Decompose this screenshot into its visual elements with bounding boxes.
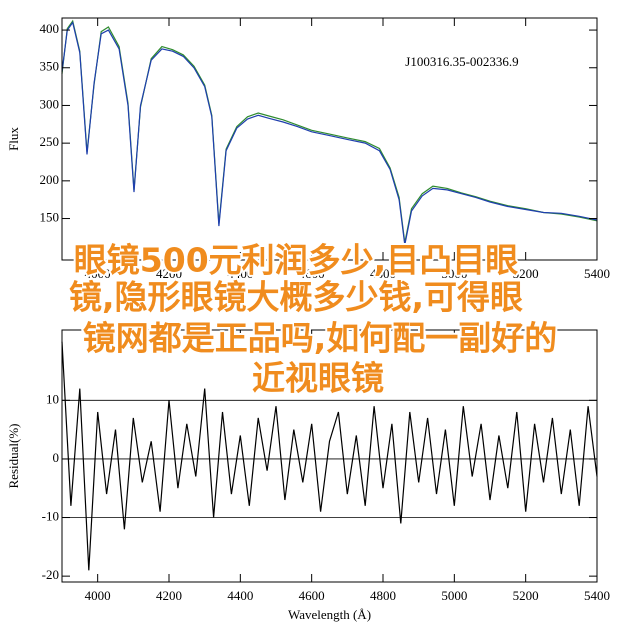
x-tick-label: 5200 [513, 588, 539, 603]
x-tick-label: 4200 [156, 266, 182, 281]
overlay-text: 镜,隐形眼镜大概多少钱,可得眼 [69, 278, 523, 317]
y-tick-label: 350 [40, 59, 60, 74]
data-line [61, 21, 598, 246]
y-tick-label: 400 [40, 21, 60, 36]
y-tick-label: 10 [46, 391, 59, 406]
plot-frame [61, 329, 598, 583]
data-line [61, 341, 598, 571]
y-axis-label: Flux [6, 127, 21, 151]
y-tick-label: 300 [40, 96, 60, 111]
y-tick-label: -20 [42, 567, 59, 582]
x-tick-label: 4800 [370, 266, 396, 281]
x-tick-label: 5400 [584, 588, 610, 603]
x-axis-label: Wavelength (Å) [288, 607, 371, 622]
x-tick-label: 4400 [227, 266, 253, 281]
x-tick-label: 5400 [584, 266, 610, 281]
x-tick-label: 4600 [299, 266, 325, 281]
x-tick-label: 4600 [299, 588, 325, 603]
overlay-text: 镜网都是正品吗,如何配一副好的 [83, 319, 558, 358]
overlay-text: 近视眼镜 [252, 359, 384, 398]
overlay-text: 眼镜500元利润多少,目凸目眼 [74, 241, 518, 280]
x-tick-label: 5000 [441, 266, 467, 281]
x-tick-label: 4800 [370, 588, 396, 603]
y-tick-label: 250 [40, 134, 60, 149]
x-tick-label: 5000 [441, 588, 467, 603]
plot-frame [61, 17, 598, 261]
data-line [61, 19, 598, 243]
x-tick-label: 5200 [513, 266, 539, 281]
annotation: J100316.35-002336.9 [405, 54, 518, 69]
x-tick-label: 4400 [227, 588, 253, 603]
y-tick-label: 0 [53, 450, 60, 465]
y-axis-label: Residual(%) [6, 424, 21, 489]
x-tick-label: 4200 [156, 588, 182, 603]
x-tick-label: 4000 [85, 588, 111, 603]
y-tick-label: 200 [40, 172, 60, 187]
x-tick-label: 4000 [85, 266, 111, 281]
y-tick-label: -10 [42, 509, 59, 524]
y-tick-label: 150 [40, 210, 60, 225]
